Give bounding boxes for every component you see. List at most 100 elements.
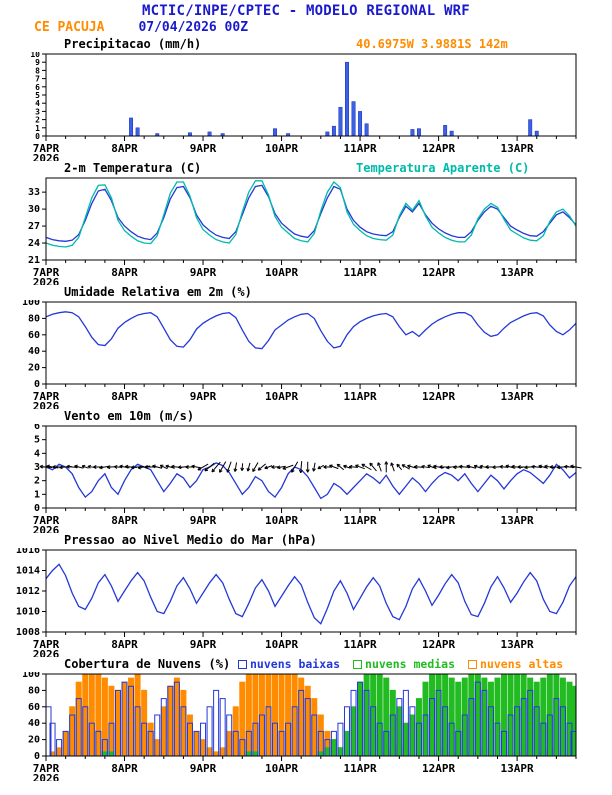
svg-text:12APR: 12APR — [422, 390, 455, 403]
high-clouds-swatch-icon — [468, 660, 477, 669]
svg-text:10APR: 10APR — [265, 266, 298, 279]
low-clouds-label: nuvens baixas — [250, 657, 340, 671]
svg-text:20: 20 — [28, 735, 40, 746]
svg-text:21: 21 — [28, 255, 40, 266]
svg-text:5: 5 — [34, 435, 40, 446]
svg-text:4: 4 — [34, 448, 40, 459]
svg-text:13APR: 13APR — [501, 638, 534, 651]
svg-text:6: 6 — [35, 83, 40, 92]
svg-text:13APR: 13APR — [501, 266, 534, 279]
svg-text:1016: 1016 — [16, 548, 40, 556]
svg-text:12APR: 12APR — [422, 266, 455, 279]
temperature-title-row: 2-m Temperatura (C) Temperatura Aparente… — [0, 161, 612, 176]
header-subtitle: CE PACUJA 07/04/2026 00Z — [0, 20, 612, 37]
svg-text:3: 3 — [34, 462, 40, 473]
location-text: 40.6975W 3.9881S 142m — [356, 37, 508, 51]
apparent-temperature-title: Temperatura Aparente (C) — [356, 161, 529, 175]
svg-text:8APR: 8APR — [111, 142, 138, 155]
svg-text:11APR: 11APR — [344, 266, 377, 279]
station-name: CE PACUJA — [34, 20, 104, 37]
svg-text:4: 4 — [35, 99, 40, 108]
legend-item-low-clouds: nuvens baixas — [238, 657, 340, 671]
svg-text:27: 27 — [28, 221, 40, 232]
high-clouds-label: nuvens altas — [480, 657, 563, 671]
svg-text:8APR: 8APR — [111, 514, 138, 527]
svg-text:10APR: 10APR — [265, 390, 298, 403]
svg-text:1010: 1010 — [16, 607, 40, 618]
svg-text:1: 1 — [35, 124, 40, 133]
svg-text:100: 100 — [22, 300, 40, 308]
svg-text:2026: 2026 — [33, 276, 60, 285]
svg-text:1012: 1012 — [16, 586, 40, 597]
svg-text:8APR: 8APR — [111, 638, 138, 651]
svg-text:9APR: 9APR — [190, 762, 217, 775]
svg-text:10: 10 — [30, 52, 40, 59]
svg-text:80: 80 — [28, 685, 40, 696]
legend-item-mid-clouds: nuvens medias — [353, 657, 455, 671]
svg-text:1: 1 — [34, 489, 40, 500]
svg-text:40: 40 — [28, 346, 40, 357]
svg-text:2: 2 — [34, 476, 40, 487]
svg-text:10APR: 10APR — [265, 762, 298, 775]
svg-text:0: 0 — [34, 503, 40, 514]
svg-text:11APR: 11APR — [344, 762, 377, 775]
svg-text:8APR: 8APR — [111, 390, 138, 403]
pressure-title-row: Pressao ao Nivel Medio do Mar (hPa) — [0, 533, 612, 548]
svg-text:9APR: 9APR — [190, 266, 217, 279]
temperature-title: 2-m Temperatura (C) — [64, 161, 201, 175]
svg-text:2: 2 — [35, 116, 40, 125]
svg-text:12APR: 12APR — [422, 142, 455, 155]
svg-text:11APR: 11APR — [344, 142, 377, 155]
panel-cloud-cover: Cobertura de Nuvens (%) nuvens baixas nu… — [0, 657, 612, 781]
cloud-title: Cobertura de Nuvens (%) — [64, 657, 230, 671]
svg-text:9APR: 9APR — [190, 514, 217, 527]
svg-text:2026: 2026 — [33, 648, 60, 657]
svg-text:13APR: 13APR — [501, 762, 534, 775]
svg-text:8: 8 — [35, 66, 40, 75]
svg-text:9APR: 9APR — [190, 638, 217, 651]
precipitation-title: Precipitacao (mm/h) — [64, 37, 201, 51]
svg-text:8APR: 8APR — [111, 762, 138, 775]
svg-text:1008: 1008 — [16, 627, 40, 638]
svg-text:13APR: 13APR — [501, 390, 534, 403]
svg-text:60: 60 — [28, 330, 40, 341]
svg-text:1014: 1014 — [16, 566, 40, 577]
legend-item-high-clouds: nuvens altas — [468, 657, 563, 671]
svg-text:13APR: 13APR — [501, 514, 534, 527]
svg-text:2026: 2026 — [33, 400, 60, 409]
mid-clouds-swatch-icon — [353, 660, 362, 669]
svg-text:2026: 2026 — [33, 152, 60, 161]
run-datetime: 07/04/2026 00Z — [138, 20, 248, 37]
low-clouds-swatch-icon — [238, 660, 247, 669]
humidity-title: Umidade Relativa em 2m (%) — [64, 285, 252, 299]
svg-text:9: 9 — [35, 58, 40, 67]
svg-text:11APR: 11APR — [344, 638, 377, 651]
svg-text:2026: 2026 — [33, 524, 60, 533]
svg-text:0: 0 — [34, 379, 40, 390]
svg-text:7: 7 — [35, 75, 40, 84]
svg-text:13APR: 13APR — [501, 142, 534, 155]
svg-text:0: 0 — [35, 132, 40, 141]
svg-text:8APR: 8APR — [111, 266, 138, 279]
svg-text:80: 80 — [28, 313, 40, 324]
svg-text:12APR: 12APR — [422, 514, 455, 527]
mid-clouds-label: nuvens medias — [365, 657, 455, 671]
cloud-title-row: Cobertura de Nuvens (%) nuvens baixas nu… — [0, 657, 612, 672]
svg-text:33: 33 — [28, 187, 40, 198]
svg-text:30: 30 — [28, 204, 40, 215]
svg-text:2026: 2026 — [33, 772, 60, 781]
svg-text:11APR: 11APR — [344, 514, 377, 527]
meteogram-page: MCTIC/INPE/CPTEC - MODELO REGIONAL WRF C… — [0, 3, 612, 781]
svg-text:5: 5 — [35, 91, 40, 100]
cloud-legend: nuvens baixas nuvens medias nuvens altas — [238, 657, 563, 671]
svg-text:60: 60 — [28, 702, 40, 713]
svg-text:20: 20 — [28, 363, 40, 374]
svg-text:40: 40 — [28, 718, 40, 729]
panel-precipitation: Precipitacao (mm/h) 40.6975W 3.9881S 142… — [0, 37, 612, 161]
